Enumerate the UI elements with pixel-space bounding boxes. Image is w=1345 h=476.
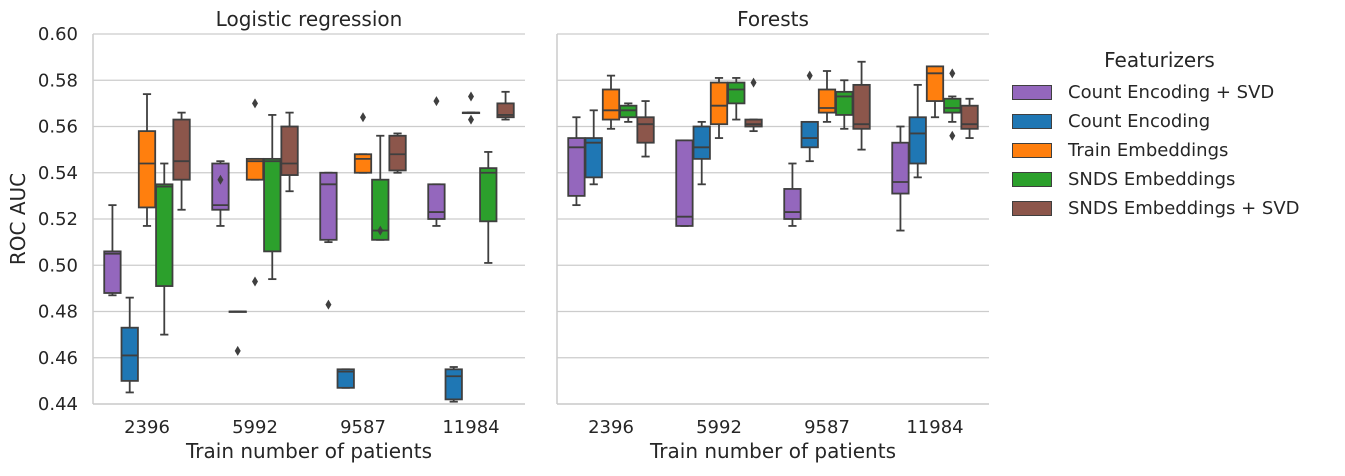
- box: [319, 171, 338, 241]
- box: [727, 81, 746, 105]
- box: [817, 88, 837, 114]
- box: [137, 130, 157, 209]
- box: [925, 65, 945, 102]
- box: [636, 116, 655, 144]
- box: [353, 153, 373, 174]
- box: [444, 368, 463, 401]
- box: [280, 125, 299, 176]
- x-tick-label: 2396: [124, 417, 170, 438]
- box: [211, 162, 230, 211]
- box: [908, 116, 927, 165]
- legend-label: SNDS Embeddings + SVD: [1068, 198, 1300, 219]
- y-tick-label: 0.44: [38, 394, 78, 415]
- outlier-point: [433, 96, 440, 107]
- y-tick-label: 0.48: [38, 302, 78, 323]
- outlier-point: [806, 70, 813, 81]
- outlier-point: [468, 91, 474, 102]
- box: [891, 141, 910, 195]
- box: [584, 137, 603, 179]
- legend-label: SNDS Embeddings: [1068, 169, 1236, 190]
- legend-item: Count Encoding + SVD: [1012, 78, 1337, 107]
- outlier-point: [377, 225, 384, 236]
- legend-item: SNDS Embeddings + SVD: [1012, 194, 1337, 223]
- box: [619, 104, 638, 119]
- legend-item: Train Embeddings: [1012, 136, 1337, 165]
- legend-item: SNDS Embeddings: [1012, 165, 1337, 194]
- legend-swatch: [1012, 114, 1052, 129]
- y-tick-label: 0.52: [38, 209, 78, 230]
- outlier-point: [949, 130, 956, 141]
- x-tick-label: 9587: [340, 417, 386, 438]
- box: [427, 183, 446, 220]
- box: [601, 88, 621, 121]
- outlier-point: [949, 68, 956, 79]
- outlier-point: [360, 112, 366, 123]
- box: [675, 139, 694, 227]
- box: [943, 97, 962, 114]
- box: [496, 102, 515, 119]
- box: [388, 134, 407, 172]
- outlier-point: [468, 114, 474, 125]
- y-tick-label: 0.58: [38, 70, 78, 91]
- x-axis-label: Train number of patients: [185, 439, 432, 463]
- legend-swatch: [1012, 85, 1052, 100]
- box: [835, 90, 854, 116]
- legend-items: Count Encoding + SVD Count Encoding Train …: [1012, 78, 1337, 223]
- outlier-point: [325, 299, 332, 310]
- y-tick-label: 0.60: [38, 24, 78, 45]
- legend-title: Featurizers: [1104, 48, 1215, 72]
- y-axis-label: ROC AUC: [6, 173, 30, 265]
- legend-swatch: [1012, 143, 1052, 158]
- y-tick-label: 0.54: [38, 163, 78, 184]
- x-tick-label: 2396: [588, 417, 634, 438]
- box: [155, 183, 174, 287]
- legend-label: Train Embeddings: [1068, 140, 1229, 161]
- x-tick-label: 5992: [696, 417, 742, 438]
- outlier-point: [234, 345, 241, 356]
- panel-title: Logistic regression: [216, 7, 403, 31]
- box: [120, 326, 139, 382]
- y-tick-label: 0.46: [38, 348, 78, 369]
- box: [800, 120, 819, 149]
- outlier-point: [252, 98, 258, 109]
- outlier-point: [252, 276, 258, 287]
- legend: Featurizers Count Encoding + SVD Count En…: [1012, 48, 1337, 223]
- y-tick-label: 0.50: [38, 255, 78, 276]
- box: [783, 188, 802, 220]
- x-tick-label: 11984: [906, 417, 963, 438]
- legend-label: Count Encoding: [1068, 111, 1211, 132]
- y-tick-label: 0.56: [38, 117, 78, 138]
- x-axis-label: Train number of patients: [649, 439, 896, 463]
- legend-label: Count Encoding + SVD: [1068, 82, 1275, 103]
- box: [371, 178, 390, 241]
- box: [479, 167, 498, 223]
- outlier-point: [217, 174, 224, 185]
- box: [103, 250, 122, 294]
- box: [692, 125, 711, 160]
- outlier-point: [750, 77, 757, 88]
- box: [960, 104, 979, 130]
- box: [744, 118, 763, 128]
- box: [172, 118, 191, 181]
- legend-swatch: [1012, 172, 1052, 187]
- box: [709, 81, 729, 126]
- x-tick-label: 11984: [442, 417, 499, 438]
- box: [263, 157, 282, 253]
- box: [336, 368, 355, 389]
- box: [852, 83, 871, 130]
- legend-item: Count Encoding: [1012, 107, 1337, 136]
- panel-title: Forests: [737, 7, 809, 31]
- x-tick-label: 5992: [232, 417, 278, 438]
- x-tick-label: 9587: [804, 417, 850, 438]
- legend-swatch: [1012, 201, 1052, 216]
